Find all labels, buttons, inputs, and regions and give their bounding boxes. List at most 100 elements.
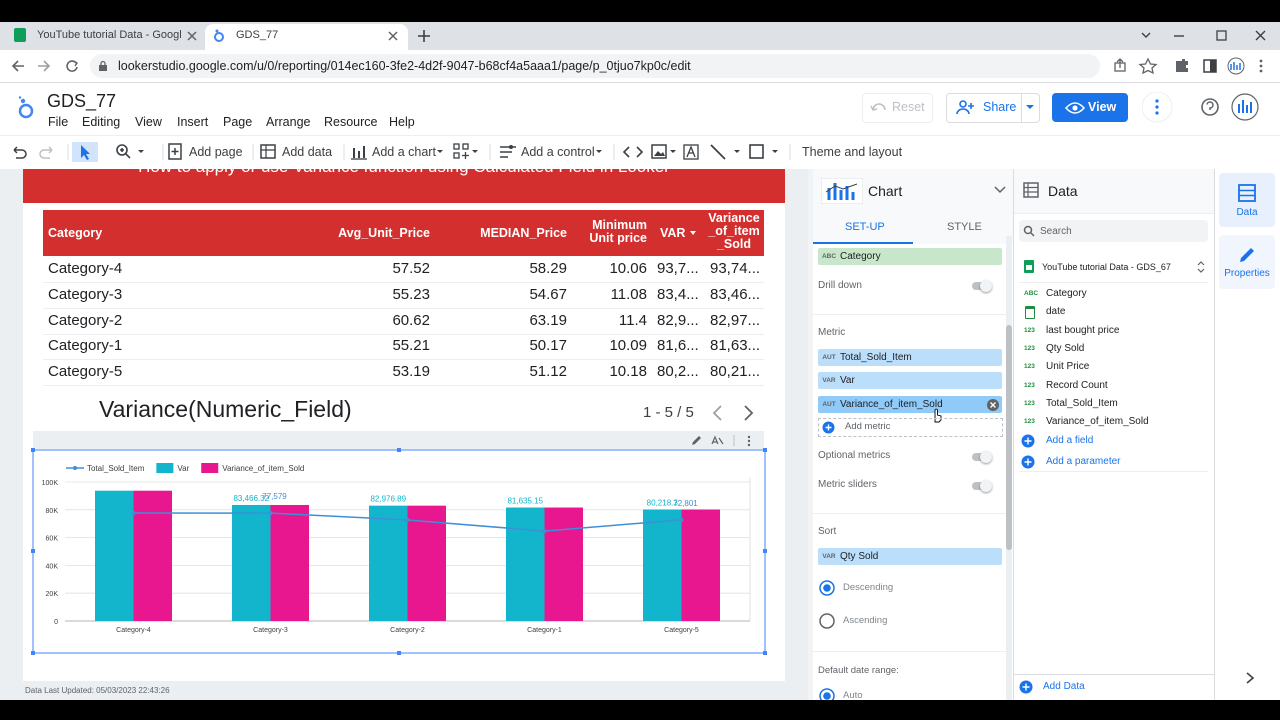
omnibox[interactable] (90, 54, 1100, 78)
column-header[interactable]: Category (48, 226, 103, 240)
toggle[interactable] (972, 480, 992, 492)
table-cell: 83,46... (710, 285, 761, 303)
toolbar-icons[interactable] (8, 142, 808, 162)
radio-label[interactable]: Ascending (843, 615, 888, 626)
chart-toolbar-icons[interactable] (690, 434, 760, 447)
share-button[interactable] (946, 93, 1040, 123)
menu-item[interactable]: Page (223, 115, 253, 129)
reset-button[interactable] (862, 93, 933, 123)
pagination: 1 - 5 / 5 (643, 404, 694, 421)
toggle[interactable] (972, 280, 992, 292)
view-label[interactable]: View (1088, 100, 1117, 114)
search-placeholder[interactable]: Search (1040, 226, 1072, 237)
report-title[interactable]: GDS_77 (47, 91, 117, 111)
line-point (405, 517, 410, 522)
column-header[interactable]: Variance_of_item_Sold (708, 211, 760, 251)
reset-label[interactable]: Reset (892, 100, 925, 114)
field[interactable]: Total_Sold_Item (1046, 397, 1118, 409)
toolbar-item[interactable]: Add page (189, 145, 243, 159)
expand-panel[interactable] (1244, 671, 1256, 685)
metric-chip[interactable]: AUT Total_Sold_Item (818, 349, 1002, 366)
add-parameter[interactable]: Add a parameter (1046, 456, 1121, 467)
menu-item[interactable]: Insert (177, 115, 209, 129)
collapse-icon[interactable] (993, 185, 1007, 195)
menu-item[interactable]: File (48, 115, 69, 129)
add-field[interactable]: Add a field (1046, 435, 1094, 446)
chart-type-icon[interactable] (821, 178, 863, 204)
tab-title[interactable]: YouTube tutorial Data - Google S (37, 29, 182, 41)
chip-label: Qty Sold (840, 551, 879, 562)
new-tab[interactable] (417, 29, 431, 43)
browser-actions[interactable] (1112, 57, 1272, 75)
data-updated: Data Last Updated: 05/03/2023 22:43:26 (25, 686, 170, 695)
chip-label: Var (840, 375, 855, 386)
side-tab-label[interactable]: Data (1236, 207, 1258, 218)
metric-chip[interactable]: VAR Var (818, 372, 1002, 389)
toolbar-item[interactable]: Add data (282, 145, 333, 159)
radio-group[interactable] (818, 580, 836, 630)
bar (369, 505, 408, 621)
field[interactable]: date (1046, 306, 1066, 318)
field[interactable]: Category (1046, 288, 1087, 299)
add-metric-box[interactable] (818, 418, 1003, 437)
panel-scroll-thumb[interactable] (1006, 325, 1012, 550)
looker-logo[interactable] (16, 96, 36, 120)
y-tick-label: 20K (46, 591, 59, 598)
column-header[interactable]: VAR (660, 226, 686, 240)
metric-chip[interactable]: AUT Variance_of_item_Sold (818, 396, 1002, 413)
close-tab[interactable] (186, 30, 198, 42)
menu-item[interactable]: Editing (82, 115, 121, 129)
side-tab-active[interactable] (1219, 173, 1275, 227)
section-label: Metric (818, 327, 846, 338)
field[interactable]: Qty Sold (1046, 342, 1085, 354)
toolbar-item[interactable]: Add a control (521, 145, 595, 159)
resize-handle (31, 549, 35, 553)
header-actions[interactable] (1142, 92, 1262, 124)
field[interactable]: Record Count (1046, 379, 1108, 391)
search-box[interactable] (1019, 220, 1208, 242)
add-data[interactable]: Add Data (1043, 681, 1085, 692)
url[interactable]: lookerstudio.google.com/u/0/reporting/01… (118, 59, 691, 73)
view-button[interactable] (1052, 93, 1128, 122)
expand-icon[interactable] (1196, 261, 1206, 273)
close-tab[interactable] (387, 30, 399, 42)
menu-item[interactable]: Resource (324, 115, 378, 129)
remove-metric[interactable] (986, 398, 1000, 412)
column-header[interactable]: Avg_Unit_Price (338, 226, 430, 240)
toggle[interactable] (972, 451, 992, 463)
field[interactable]: Variance_of_item_Sold (1046, 416, 1149, 428)
sort-arrow[interactable] (689, 230, 697, 236)
nav-buttons[interactable] (10, 58, 82, 74)
radio-label[interactable]: Descending (843, 582, 894, 593)
bar (681, 509, 720, 621)
tab-title[interactable]: GDS_77 (236, 29, 279, 41)
menu-item[interactable]: Help (389, 115, 415, 129)
data-source[interactable]: YouTube tutorial Data - GDS_67 (1042, 262, 1171, 272)
table-cell: 80,21... (710, 363, 761, 381)
tab-style[interactable]: STYLE (947, 221, 982, 233)
tab-setup[interactable]: SET-UP (845, 221, 885, 233)
column-header[interactable]: MEDIAN_Price (480, 226, 567, 240)
y-tick-label: 0 (54, 619, 58, 626)
radio-label[interactable]: Auto (843, 690, 863, 701)
toolbar-item[interactable]: Theme and layout (802, 145, 903, 159)
radio[interactable] (818, 688, 836, 700)
table-cell: 93,7... (657, 260, 699, 277)
dimension-chip[interactable]: ABC Category (818, 248, 1002, 265)
toolbar-item[interactable]: Add a chart (372, 145, 436, 159)
window-controls[interactable] (1140, 29, 1270, 43)
column-header[interactable]: Minimum Unit price (589, 218, 647, 245)
field[interactable]: last bought price (1046, 324, 1120, 336)
menu-item[interactable]: View (135, 115, 162, 129)
field[interactable]: Unit Price (1046, 361, 1090, 373)
add-metric[interactable]: Add metric (845, 421, 891, 432)
chart[interactable]: 0 20K 40K 60K 80K 100K Total_Sold_Item Var Varia… (0, 0, 808, 700)
share-label[interactable]: Share (983, 100, 1017, 114)
side-tab-label[interactable]: Properties (1224, 268, 1270, 279)
menu-item[interactable]: Arrange (266, 115, 311, 129)
sort-chip[interactable]: VAR Qty Sold (818, 548, 1002, 565)
active-tab[interactable] (205, 24, 408, 50)
side-tab[interactable] (1219, 235, 1275, 289)
share-dropdown[interactable] (1025, 104, 1035, 110)
pagination-arrows[interactable] (708, 404, 758, 422)
